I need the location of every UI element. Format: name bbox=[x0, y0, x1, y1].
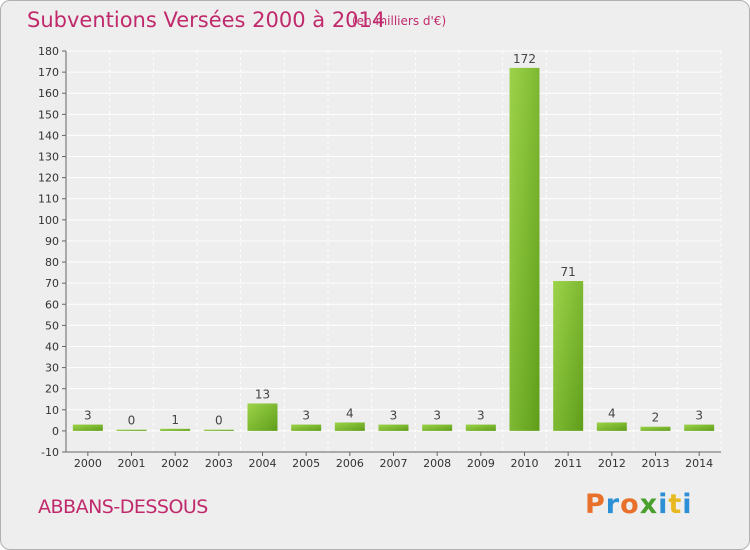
brand-letter: i bbox=[682, 489, 693, 520]
bar bbox=[291, 424, 322, 431]
bar bbox=[596, 422, 627, 431]
data-label: 0 bbox=[128, 414, 136, 428]
data-label: 3 bbox=[390, 409, 398, 423]
y-tick-label: -10 bbox=[41, 446, 59, 459]
y-tick-label: 80 bbox=[45, 256, 59, 269]
y-tick-label: 70 bbox=[45, 277, 59, 290]
brand-letter: r bbox=[605, 489, 621, 520]
y-tick-label: 150 bbox=[38, 108, 59, 121]
x-tick-label: 2010 bbox=[511, 457, 539, 470]
chart-title: Subventions Versées 2000 à 2014 bbox=[27, 8, 386, 32]
y-tick-label: 20 bbox=[45, 383, 59, 396]
grid bbox=[65, 50, 722, 453]
x-tick-label: 2013 bbox=[642, 457, 670, 470]
data-label: 3 bbox=[695, 409, 703, 423]
y-tick-label: 30 bbox=[45, 362, 59, 375]
data-label: 3 bbox=[302, 409, 310, 423]
y-tick-label: 110 bbox=[38, 193, 59, 206]
x-tick-label: 2006 bbox=[336, 457, 364, 470]
brand-letter: t bbox=[668, 489, 683, 520]
data-label: 1 bbox=[171, 413, 179, 427]
x-tick-label: 2007 bbox=[380, 457, 408, 470]
y-tick-label: 170 bbox=[38, 66, 59, 79]
x-tick-label: 2012 bbox=[598, 457, 626, 470]
place-name: ABBANS-DESSOUS bbox=[38, 496, 208, 518]
y-tick-label: 40 bbox=[45, 340, 59, 353]
y-tick-label: 60 bbox=[45, 298, 59, 311]
brand-letter: P bbox=[585, 489, 606, 520]
x-tick-label: 2001 bbox=[118, 457, 146, 470]
bar bbox=[160, 428, 191, 431]
y-tick-label: 0 bbox=[52, 425, 59, 438]
data-label: 4 bbox=[608, 406, 616, 420]
data-label: 172 bbox=[513, 52, 536, 66]
x-tick-label: 2000 bbox=[74, 457, 102, 470]
data-label: 3 bbox=[84, 409, 92, 423]
bar bbox=[72, 424, 103, 431]
data-label: 3 bbox=[433, 409, 441, 423]
bar bbox=[509, 67, 540, 431]
y-tick-label: 140 bbox=[38, 129, 59, 142]
chart-subtitle: (en milliers d'€) bbox=[352, 14, 447, 28]
x-tick-label: 2002 bbox=[161, 457, 189, 470]
bar bbox=[378, 424, 409, 431]
bar bbox=[640, 426, 671, 431]
bar bbox=[203, 429, 234, 431]
bar bbox=[422, 424, 453, 431]
bar bbox=[553, 281, 584, 431]
x-tick-label: 2008 bbox=[423, 457, 451, 470]
x-tick-label: 2014 bbox=[685, 457, 713, 470]
data-label: 13 bbox=[255, 387, 270, 401]
brand-letter: i bbox=[658, 489, 669, 520]
brand-logo: Proxiti bbox=[585, 489, 693, 520]
axes: -100102030405060708090100110120130140150… bbox=[38, 45, 721, 470]
data-label: 0 bbox=[215, 414, 223, 428]
bar bbox=[334, 422, 365, 431]
bar bbox=[247, 403, 278, 431]
data-label: 3 bbox=[477, 409, 485, 423]
data-label: 2 bbox=[652, 411, 660, 425]
y-tick-label: 10 bbox=[45, 404, 59, 417]
bar bbox=[116, 429, 147, 431]
x-tick-label: 2011 bbox=[554, 457, 582, 470]
bars bbox=[72, 67, 715, 431]
bar bbox=[465, 424, 496, 431]
y-tick-label: 160 bbox=[38, 87, 59, 100]
y-tick-label: 100 bbox=[38, 214, 59, 227]
x-tick-label: 2003 bbox=[205, 457, 233, 470]
y-tick-label: 90 bbox=[45, 235, 59, 248]
x-tick-label: 2004 bbox=[249, 457, 277, 470]
x-tick-label: 2005 bbox=[292, 457, 320, 470]
brand-letter: x bbox=[639, 489, 659, 520]
bar bbox=[684, 424, 715, 431]
y-tick-label: 180 bbox=[38, 45, 59, 58]
y-tick-label: 50 bbox=[45, 319, 59, 332]
x-tick-label: 2009 bbox=[467, 457, 495, 470]
data-label: 71 bbox=[561, 265, 576, 279]
data-label: 4 bbox=[346, 406, 354, 420]
y-tick-label: 120 bbox=[38, 172, 59, 185]
brand-letter: o bbox=[620, 489, 640, 520]
data-labels: 3 0 1 0 13 3 4 3 3 3 172 71 4 2 3 bbox=[84, 52, 703, 428]
y-tick-label: 130 bbox=[38, 151, 59, 164]
